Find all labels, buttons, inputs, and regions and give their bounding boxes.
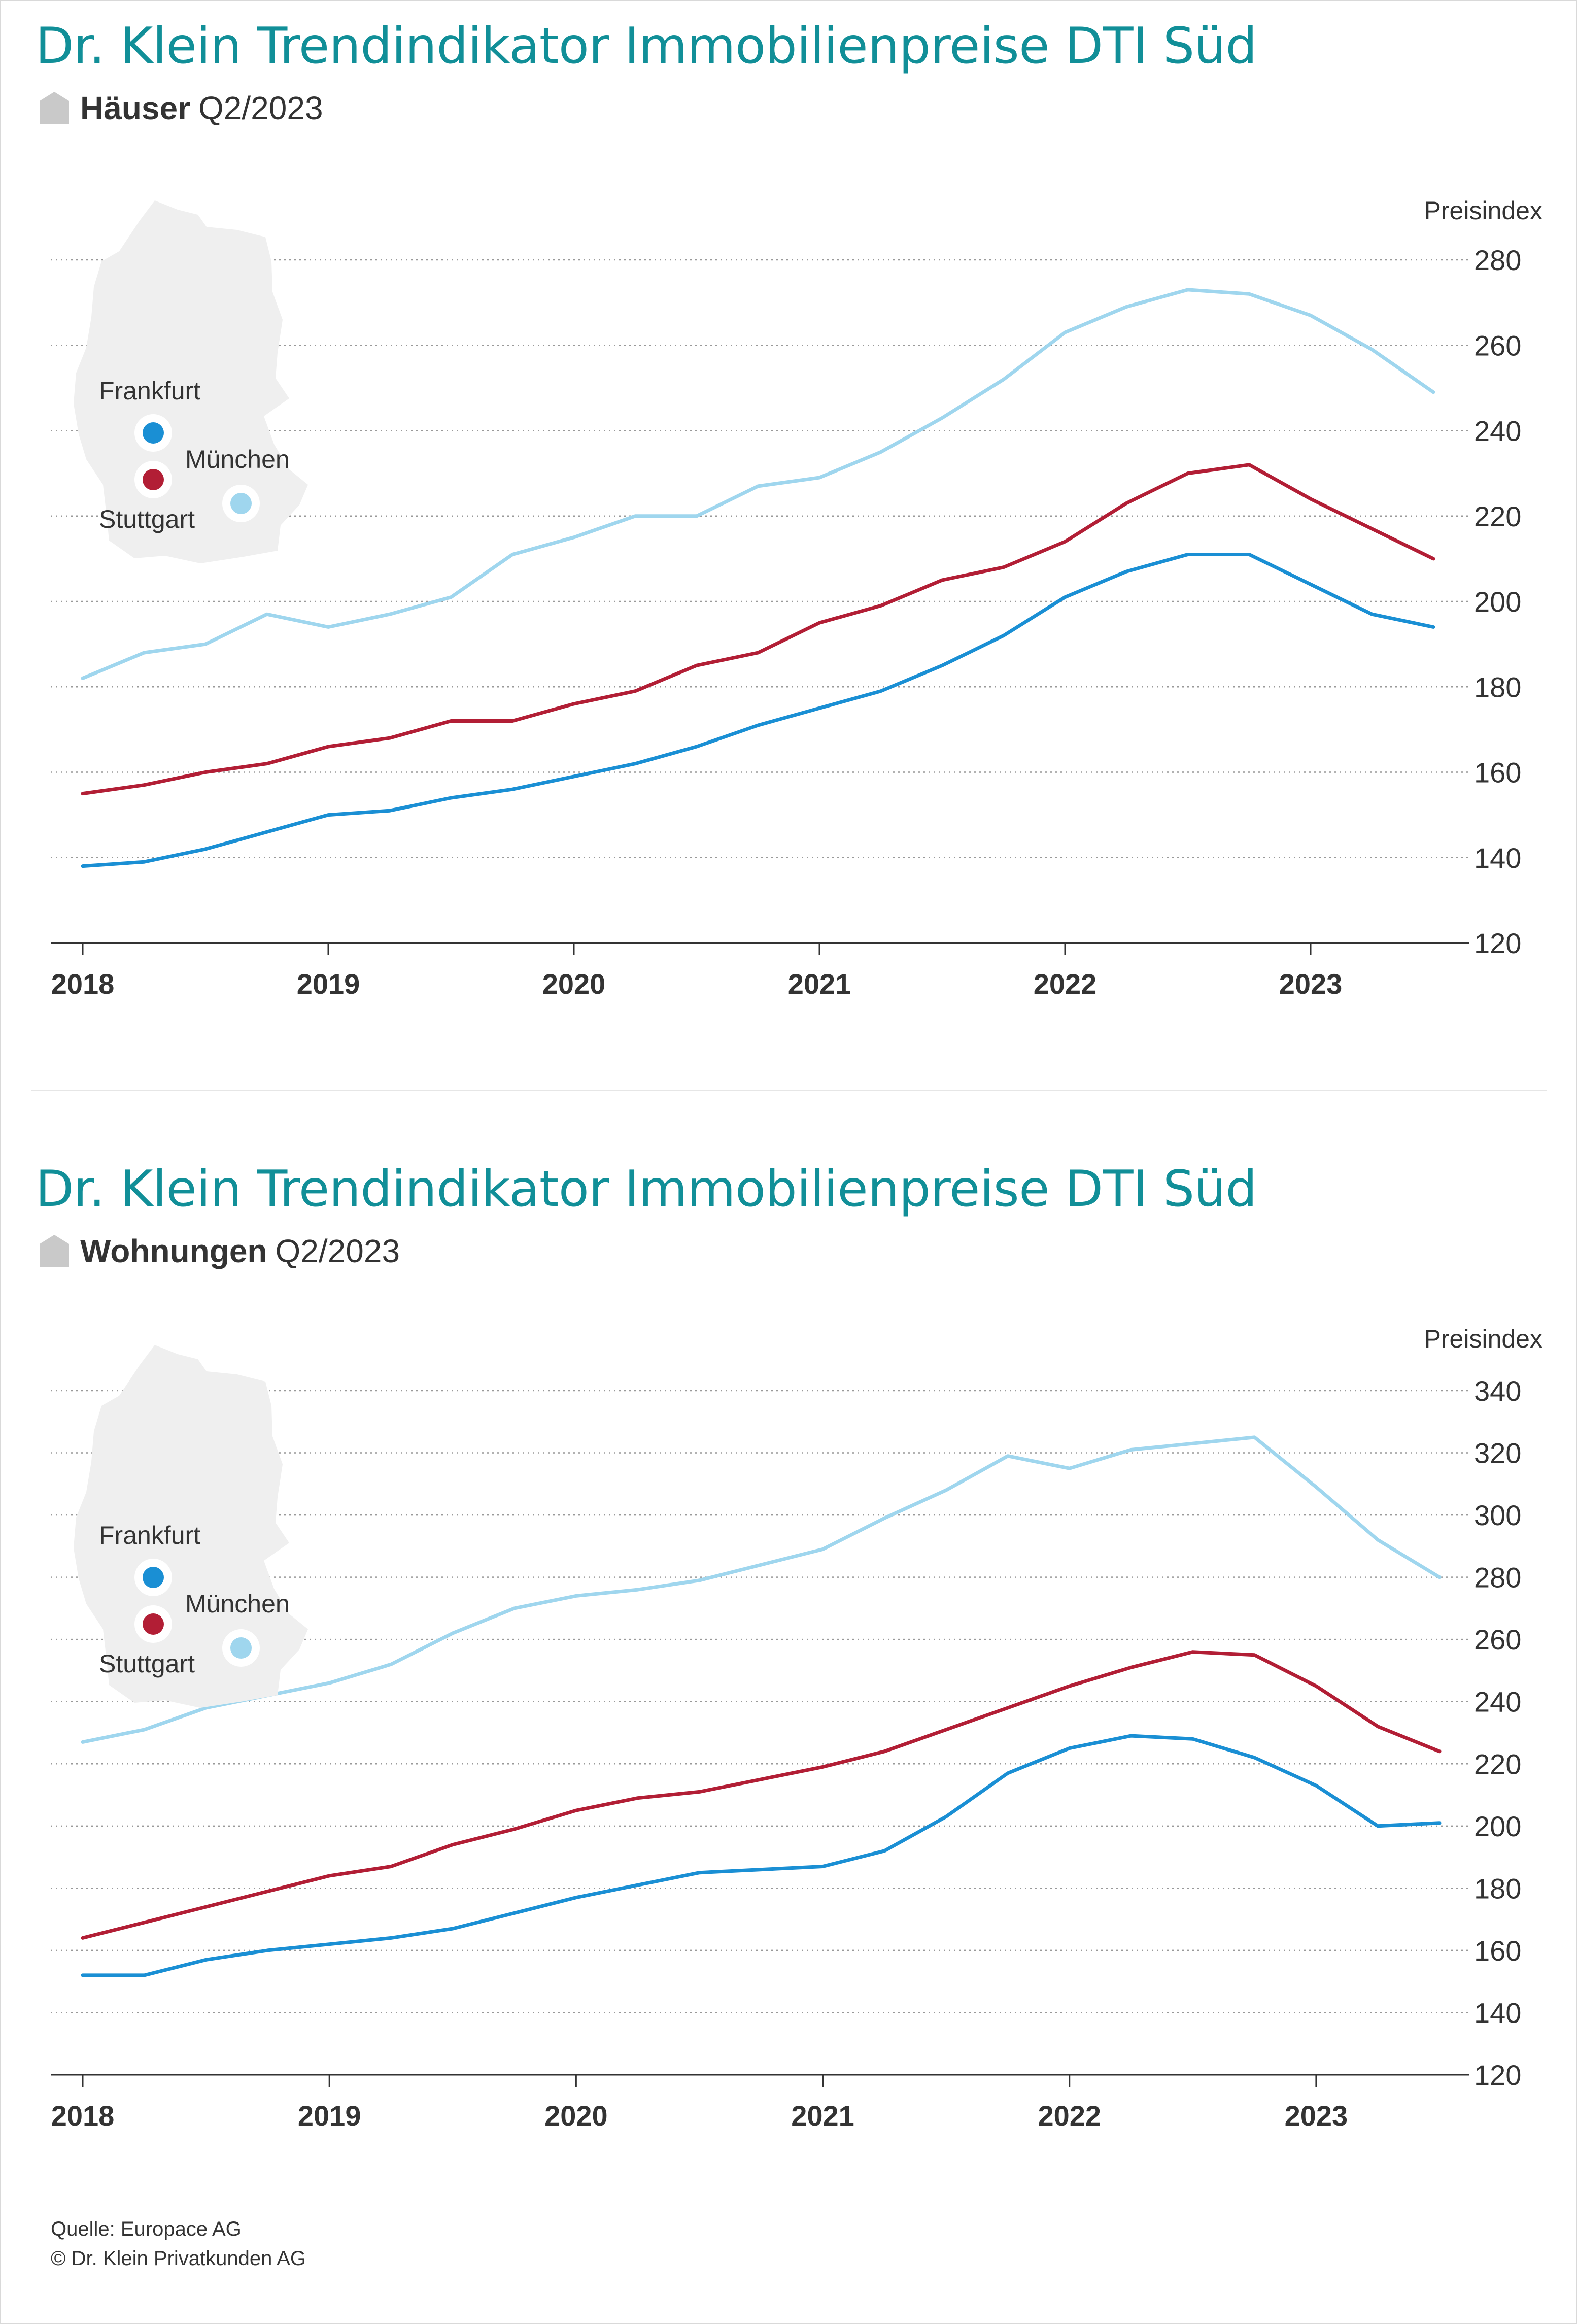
chart-title-haeuser: Dr. Klein Trendindikator Immobilienpreis… bbox=[36, 17, 1257, 75]
y-tick-label: 220 bbox=[1474, 500, 1521, 532]
germany-map-legend: Frankfurt Stuttgart München bbox=[74, 1345, 308, 1708]
y-tick-label: 280 bbox=[1474, 1562, 1521, 1594]
y-tick-label: 320 bbox=[1474, 1437, 1521, 1469]
city-marker-stuttgart bbox=[143, 469, 164, 490]
city-marker-muenchen bbox=[230, 493, 252, 514]
series-line-muenchen bbox=[81, 288, 1435, 680]
y-tick-label: 160 bbox=[1474, 757, 1521, 789]
y-tick-label: 220 bbox=[1474, 1748, 1521, 1780]
x-tick-label: 2020 bbox=[542, 968, 606, 1000]
city-marker-stuttgart bbox=[143, 1613, 164, 1635]
y-tick-label: 120 bbox=[1474, 2059, 1521, 2091]
series-line-muenchen bbox=[81, 1435, 1442, 1744]
city-label-frankfurt: Frankfurt bbox=[99, 377, 200, 405]
germany-map-shape bbox=[74, 1345, 308, 1708]
y-tick-label: 340 bbox=[1474, 1375, 1521, 1407]
x-tick-label: 2023 bbox=[1285, 2100, 1348, 2132]
germany-map-legend: Frankfurt Stuttgart München bbox=[74, 200, 308, 563]
chart-subtitle-haeuser: Häuser Q2/2023 bbox=[40, 89, 323, 127]
line-chart-wohnungen: 120 140 160 180 200 220 240 260 280 300 320 340 2018… bbox=[51, 1325, 1542, 2132]
city-label-stuttgart: Stuttgart bbox=[99, 1649, 195, 1678]
city-label-muenchen: München bbox=[185, 1590, 290, 1618]
chart-title-wohnungen: Dr. Klein Trendindikator Immobilienpreis… bbox=[36, 1160, 1257, 1218]
y-axis-label: Preisindex bbox=[1424, 1325, 1542, 1353]
y-tick-label: 160 bbox=[1474, 1935, 1521, 1967]
x-tick-label: 2019 bbox=[298, 2100, 361, 2132]
x-tick-label: 2021 bbox=[788, 968, 851, 1000]
copyright-line: © Dr. Klein Privatkunden AG bbox=[51, 2247, 306, 2270]
city-label-frankfurt: Frankfurt bbox=[99, 1521, 200, 1550]
y-tick-label: 200 bbox=[1474, 586, 1521, 618]
y-tick-label: 120 bbox=[1474, 927, 1521, 959]
x-tick-label: 2022 bbox=[1038, 2100, 1101, 2132]
period-label: Q2/2023 bbox=[275, 1233, 400, 1269]
source-line: Quelle: Europace AG bbox=[51, 2218, 242, 2240]
x-tick-label: 2019 bbox=[297, 968, 360, 1000]
line-chart-haeuser: 120 140 160 180 200 220 240 260 280 2018 2019 2020 2… bbox=[51, 196, 1542, 1000]
city-marker-frankfurt bbox=[143, 1567, 164, 1588]
series-line-stuttgart bbox=[81, 463, 1435, 796]
y-tick-label: 300 bbox=[1474, 1499, 1521, 1531]
chart-subtitle-wohnungen: Wohnungen Q2/2023 bbox=[40, 1232, 400, 1270]
germany-map-shape bbox=[74, 200, 308, 563]
y-tick-label: 260 bbox=[1474, 329, 1521, 361]
x-tick-label: 2020 bbox=[544, 2100, 608, 2132]
house-icon bbox=[40, 92, 69, 124]
city-marker-frankfurt bbox=[143, 422, 164, 444]
y-tick-label: 140 bbox=[1474, 1997, 1521, 2029]
y-tick-label: 180 bbox=[1474, 671, 1521, 703]
section-divider bbox=[31, 1090, 1547, 1091]
x-tick-label: 2018 bbox=[51, 2100, 115, 2132]
category-label: Häuser bbox=[80, 90, 190, 126]
y-tick-label: 140 bbox=[1474, 842, 1521, 874]
y-axis-label: Preisindex bbox=[1424, 196, 1542, 225]
house-icon bbox=[40, 1235, 69, 1267]
category-label: Wohnungen bbox=[80, 1233, 267, 1269]
x-tick-label: 2023 bbox=[1279, 968, 1343, 1000]
city-label-muenchen: München bbox=[185, 445, 290, 474]
city-label-stuttgart: Stuttgart bbox=[99, 505, 195, 533]
x-tick-label: 2021 bbox=[791, 2100, 854, 2132]
series-line-frankfurt bbox=[81, 553, 1435, 868]
series-line-frankfurt bbox=[81, 1734, 1442, 1977]
series-line-stuttgart bbox=[81, 1650, 1442, 1940]
y-tick-label: 180 bbox=[1474, 1872, 1521, 1904]
period-label: Q2/2023 bbox=[198, 90, 323, 126]
x-tick-label: 2018 bbox=[51, 968, 115, 1000]
y-tick-label: 200 bbox=[1474, 1810, 1521, 1842]
y-tick-label: 260 bbox=[1474, 1624, 1521, 1656]
city-marker-muenchen bbox=[230, 1637, 252, 1659]
y-tick-label: 240 bbox=[1474, 415, 1521, 447]
y-tick-label: 240 bbox=[1474, 1686, 1521, 1718]
x-tick-label: 2022 bbox=[1034, 968, 1097, 1000]
y-tick-label: 280 bbox=[1474, 244, 1521, 276]
